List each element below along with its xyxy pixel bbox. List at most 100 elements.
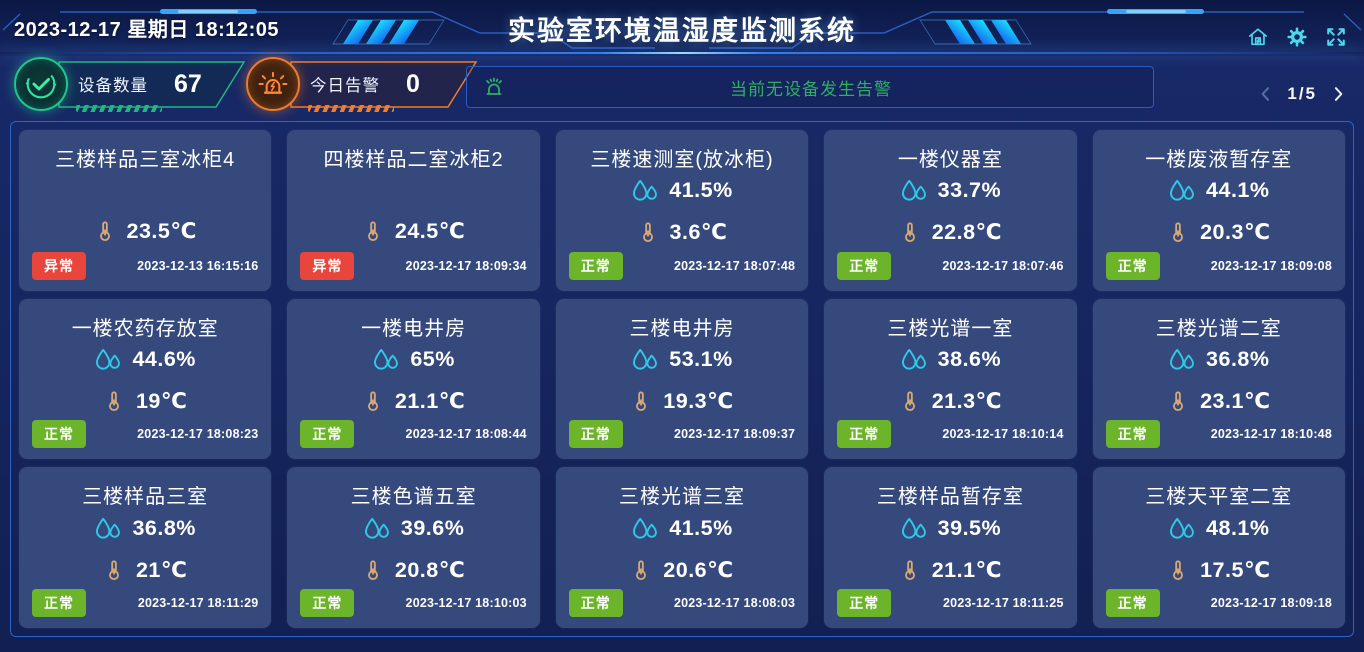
temperature-value: 20.8℃: [394, 557, 466, 582]
temperature-row: 22.8℃: [824, 220, 1076, 245]
humidity-icon: [633, 180, 658, 201]
thermometer-icon: [367, 221, 378, 242]
humidity-row: 36.8%: [1093, 347, 1345, 372]
sensor-card[interactable]: 三楼光谱三室 41.5% 20.6℃ 正常 2023-12-17 18:08: [555, 467, 809, 628]
humidity-row: 33.7%: [824, 178, 1076, 203]
humidity-value: 36.8%: [132, 515, 196, 540]
card-readings: 41.5% 3.6℃: [556, 172, 808, 252]
card-readings: 41.5% 20.6℃: [556, 509, 808, 589]
update-timestamp: 2023-12-17 18:11:25: [943, 596, 1064, 610]
sensor-card[interactable]: 一楼仪器室 33.7% 22.8℃ 正常 2023-12-17 18:07:: [824, 130, 1077, 291]
alert-ticker-bar: 当前无设备发生告警: [466, 66, 1154, 108]
temperature-value: 23.1℃: [1200, 388, 1271, 413]
sensor-card[interactable]: 一楼电井房 65% 21.1℃ 正常 2023-12-17 18:08:44: [287, 298, 540, 460]
sensor-card[interactable]: 三楼电井房 53.1% 19.3℃ 正常 2023-12-17 18:09:: [555, 298, 809, 460]
device-count-value: 67: [174, 69, 202, 98]
humidity-row: 41.5%: [556, 516, 808, 541]
update-timestamp: 2023-12-17 18:09:37: [673, 427, 796, 442]
home-button[interactable]: [1246, 25, 1270, 49]
room-name: 一楼仪器室: [897, 149, 1003, 171]
room-name: 三楼样品暂存室: [876, 486, 1024, 509]
thermometer-icon: [904, 222, 915, 243]
status-badge: 正常: [837, 589, 892, 617]
status-badge: 正常: [1105, 589, 1160, 617]
sensor-card[interactable]: 三楼光谱一室 38.6% 21.3℃ 正常 2023-12-17 18:10: [824, 298, 1077, 460]
thermometer-icon: [1173, 560, 1184, 580]
fullscreen-icon: [1327, 28, 1345, 46]
room-name: 三楼天平室二室: [1145, 486, 1293, 509]
temperature-row: 20.8℃: [287, 558, 539, 583]
page-title: 实验室环境温湿度监测系统: [508, 16, 856, 46]
temperature-row: 20.6℃: [556, 558, 808, 583]
sensor-card[interactable]: 四楼样品二室冰柜2 24.5℃ 异常 2023-12-17 18:09:3: [287, 130, 540, 291]
update-timestamp: 2023-12-17 18:09:18: [1210, 596, 1332, 610]
chevron-left-icon: [1262, 87, 1270, 101]
header-glow-line: [0, 52, 1364, 54]
temperature-row: 19℃: [19, 389, 271, 414]
sensor-card[interactable]: 三楼样品三室 36.8% 21℃ 正常 2023-12-17 18:11:2: [19, 467, 272, 628]
room-name: 三楼速测室(放冰柜): [590, 149, 774, 171]
temperature-value: 20.3℃: [1200, 220, 1271, 245]
humidity-value: 48.1%: [1206, 515, 1270, 540]
sensor-card[interactable]: 三楼光谱二室 36.8% 23.1℃ 正常 2023-12-17 18:10: [1092, 298, 1345, 460]
humidity-value: 44.6%: [132, 346, 196, 371]
device-count-widget: 设备数量 67: [14, 57, 246, 112]
room-name: 三楼样品三室冰柜4: [55, 149, 236, 171]
temperature-value: 20.6℃: [663, 557, 734, 582]
thermometer-icon: [1173, 222, 1184, 243]
humidity-value: 53.1%: [669, 346, 733, 371]
thermometer-icon: [109, 391, 119, 412]
card-readings: 44.6% 19℃: [19, 341, 271, 421]
update-timestamp: 2023-12-17 18:08:03: [673, 596, 796, 610]
temperature-row: 23.1℃: [1093, 389, 1345, 414]
sensor-card[interactable]: 一楼农药存放室 44.6% 19℃ 正常 2023-12-17 18:08:: [19, 298, 272, 460]
temperature-row: 21.3℃: [824, 389, 1076, 414]
card-readings: 65% 21.1℃: [287, 341, 539, 421]
sensor-card[interactable]: 三楼样品三室冰柜4 23.5℃ 异常 2023-12-13 16:15:1: [19, 130, 272, 291]
humidity-value: 44.1%: [1206, 178, 1270, 203]
temperature-row: 20.3℃: [1093, 220, 1345, 245]
settings-button[interactable]: [1285, 25, 1309, 49]
update-timestamp: 2023-12-17 18:10:14: [942, 427, 1064, 442]
card-grid: 三楼样品三室冰柜4 23.5℃ 异常 2023-12-13 16:15:1: [19, 130, 1345, 628]
room-name: 一楼废液暂存室: [1145, 149, 1293, 171]
status-badge: 异常: [300, 251, 355, 280]
card-readings: 23.5℃: [19, 172, 271, 252]
fullscreen-button[interactable]: [1324, 25, 1348, 49]
humidity-row: 36.8%: [19, 516, 271, 541]
status-badge: 正常: [300, 589, 355, 617]
humidity-row: 39.6%: [287, 516, 539, 541]
humidity-value: 36.8%: [1206, 346, 1270, 371]
update-timestamp: 2023-12-17 18:07:46: [942, 258, 1064, 273]
card-footer: 正常 2023-12-17 18:11:29: [19, 589, 271, 628]
humidity-icon: [633, 348, 658, 370]
sensor-card[interactable]: 三楼速测室(放冰柜) 41.5% 3.6℃ 正常 2023-12-17 18: [555, 130, 809, 291]
sensor-card[interactable]: 三楼色谱五室 39.6% 20.8℃ 正常 2023-12-17 18:10: [287, 467, 540, 628]
room-name: 三楼样品三室: [82, 486, 209, 509]
sensor-card[interactable]: 三楼样品暂存室 39.5% 21.1℃ 正常 2023-12-17 18:1: [824, 467, 1077, 628]
card-readings: 53.1% 19.3℃: [556, 341, 808, 421]
temperature-row: 3.6℃: [556, 220, 808, 245]
next-page-button[interactable]: [1328, 84, 1348, 104]
humidity-icon: [96, 517, 121, 539]
status-badge: 正常: [1105, 251, 1160, 280]
prev-page-button[interactable]: [1256, 84, 1276, 104]
card-readings: 38.6% 21.3℃: [824, 341, 1076, 421]
card-footer: 异常 2023-12-17 18:09:34: [287, 251, 539, 291]
humidity-row: 65%: [287, 347, 539, 372]
update-timestamp: 2023-12-17 18:08:23: [137, 427, 259, 442]
temperature-row: 21.1℃: [824, 558, 1076, 583]
humidity-icon: [633, 517, 658, 539]
alarm-count-widget: 今日告警 0: [246, 57, 478, 112]
card-footer: 正常 2023-12-17 18:10:48: [1093, 420, 1345, 459]
card-readings: 48.1% 17.5℃: [1093, 509, 1345, 589]
card-footer: 正常 2023-12-17 18:11:25: [824, 589, 1076, 628]
pagination: 1/5: [1256, 84, 1348, 104]
sensor-card[interactable]: 三楼天平室二室 48.1% 17.5℃ 正常 2023-12-17 18:0: [1092, 467, 1345, 628]
sensor-card[interactable]: 一楼废液暂存室 44.1% 20.3℃ 正常 2023-12-17 18:0: [1092, 130, 1345, 291]
cards-panel: 三楼样品三室冰柜4 23.5℃ 异常 2023-12-13 16:15:1: [10, 121, 1354, 637]
alarm-count-label: 今日告警: [310, 77, 380, 95]
humidity-icon: [901, 348, 926, 370]
room-name: 三楼电井房: [629, 317, 735, 340]
humidity-icon: [901, 517, 926, 539]
